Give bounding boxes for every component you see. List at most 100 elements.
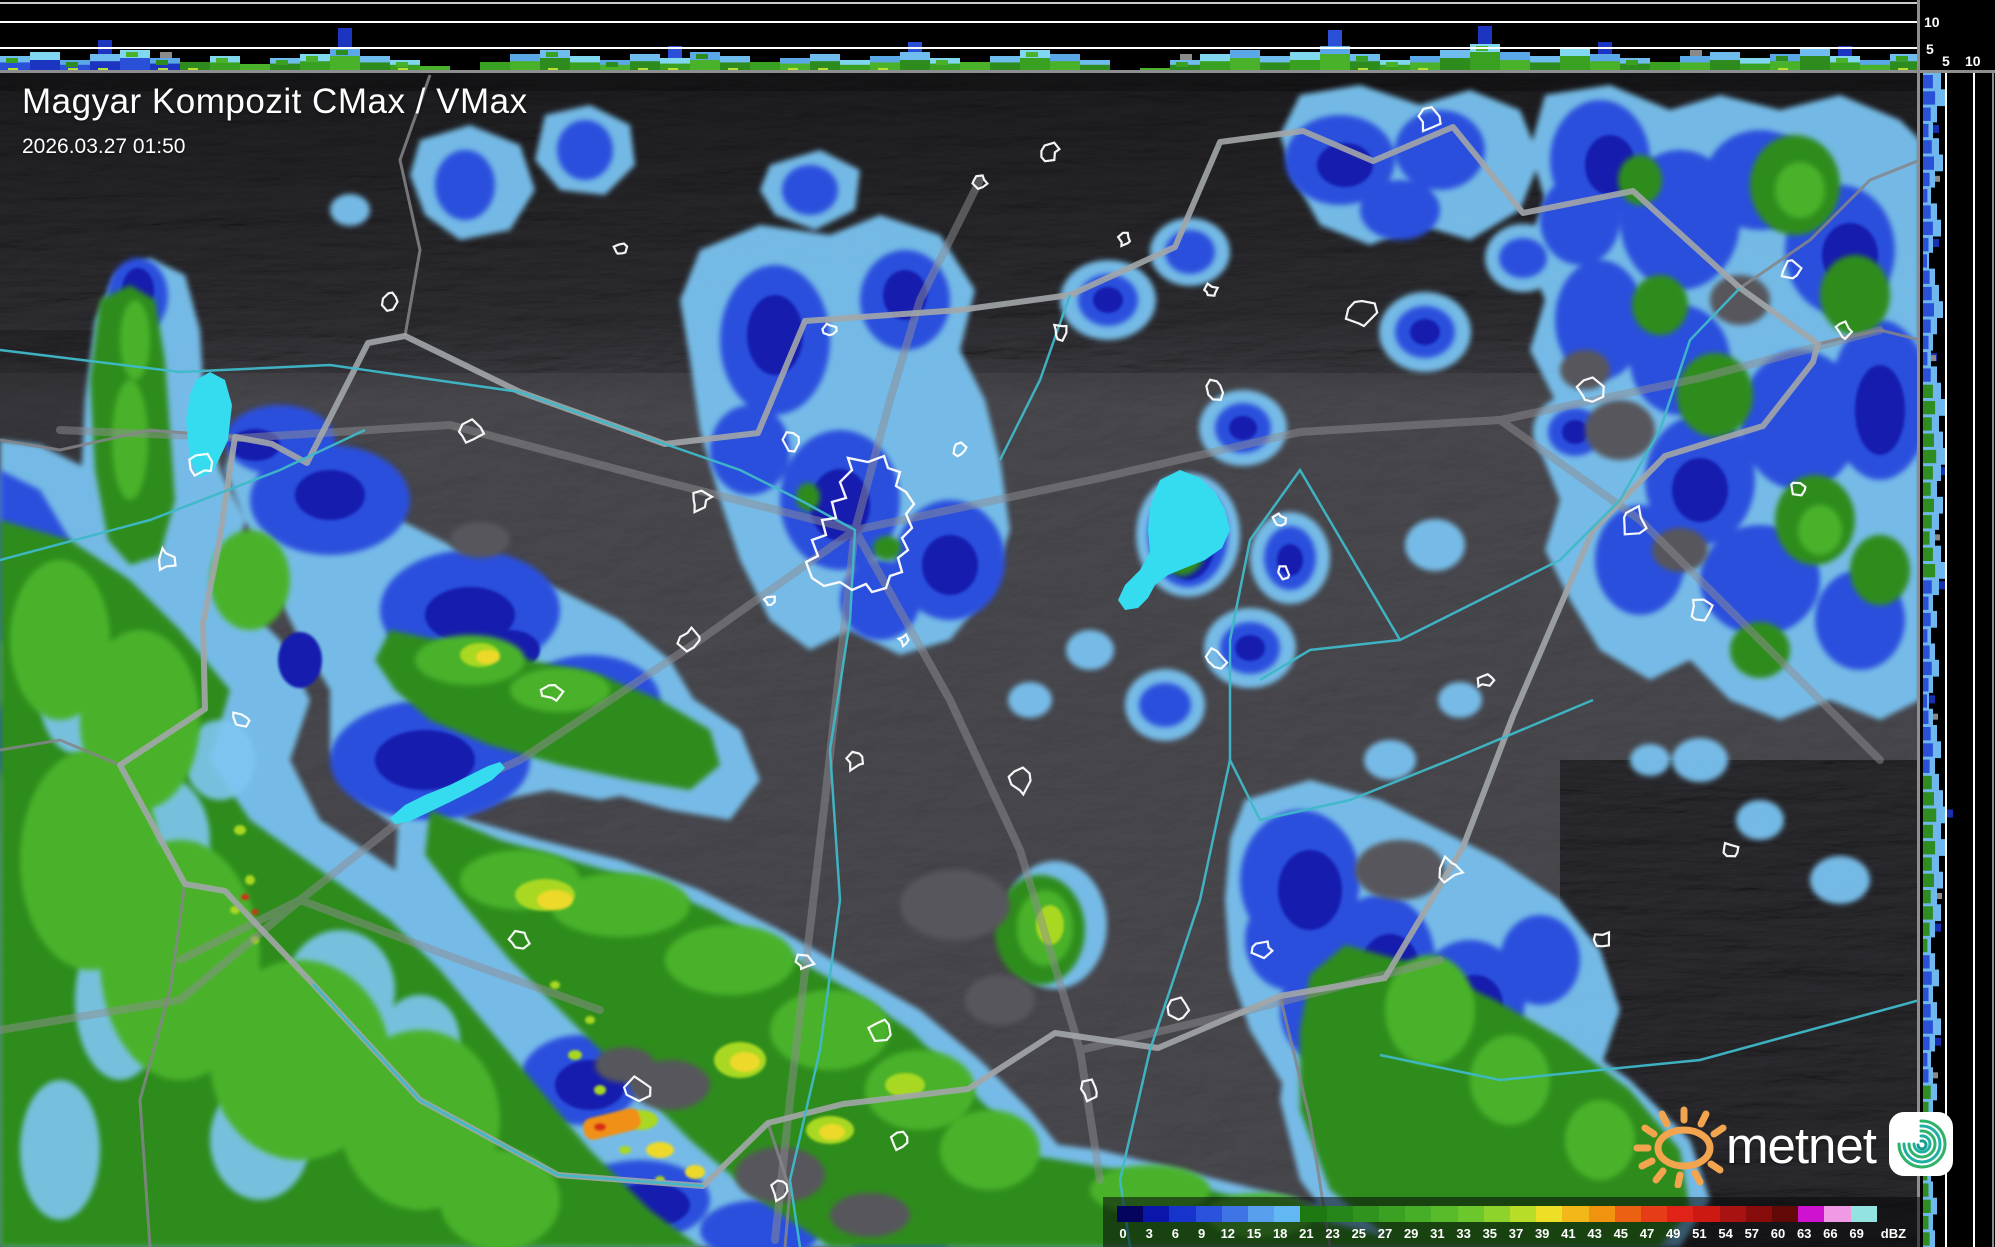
colorbar-cell <box>1169 1206 1197 1222</box>
metnet-app-icon <box>1888 1112 1953 1176</box>
top-grid-5km <box>0 47 1920 49</box>
radar-map: Magyar Kompozit CMax / VMax 2026.03.27 0… <box>0 73 1920 1247</box>
colorbar-unit: dBZ <box>1880 1226 1907 1241</box>
city-outline <box>1250 940 1275 960</box>
axis-corner: 10 5 5 10 <box>1920 0 1995 73</box>
lakes-layer <box>186 372 1230 824</box>
colorbar-tick: 18 <box>1272 1226 1288 1241</box>
colorbar-cell <box>1588 1206 1616 1222</box>
city-outline <box>1780 259 1803 280</box>
city-outline <box>1007 766 1032 797</box>
city-outline <box>952 441 968 458</box>
city-outline <box>188 452 214 478</box>
colorbar-tick: 33 <box>1456 1226 1471 1241</box>
city-outline <box>1690 598 1715 622</box>
colorbar-tick: 57 <box>1744 1226 1760 1241</box>
logo-text: metnet <box>1726 1116 1877 1174</box>
right-grid-5km <box>1945 73 1947 1247</box>
echo-gap-layer <box>450 275 1770 1237</box>
city-outline <box>1592 930 1611 948</box>
city-outline <box>1476 673 1496 689</box>
colorbar-tick: 27 <box>1377 1226 1393 1241</box>
city-outline <box>781 430 801 453</box>
colorbar-cell <box>1221 1206 1249 1222</box>
colorbar-tick: 45 <box>1613 1226 1629 1241</box>
colorbar-cell <box>1850 1206 1878 1222</box>
colorbar-tick: 47 <box>1639 1226 1655 1241</box>
panel-separator-vertical <box>1917 0 1920 1247</box>
colorbar-tick: 29 <box>1403 1226 1419 1241</box>
city-outline <box>612 242 629 255</box>
colorbar-cell <box>1798 1206 1825 1222</box>
colorbar-tick: 63 <box>1796 1226 1812 1241</box>
colorbar-cell <box>1195 1206 1223 1222</box>
colorbar-cell <box>1536 1206 1563 1222</box>
city-outline <box>676 625 701 653</box>
precip-darkblue-layer <box>122 135 1905 1227</box>
colorbar-tick: 3 <box>1145 1226 1153 1241</box>
city-outline <box>1271 512 1288 527</box>
colorbar-cell <box>1772 1206 1799 1222</box>
city-outline <box>507 929 532 950</box>
timestamp: 2026.03.27 01:50 <box>22 135 186 158</box>
city-outline <box>1040 141 1061 163</box>
colorbar-cell <box>1483 1206 1511 1222</box>
lake-balaton <box>390 762 505 824</box>
vmax-right-panel <box>1920 73 1995 1247</box>
city-outline <box>1166 996 1191 1021</box>
rivers-layer <box>0 287 1920 1247</box>
city-outline <box>1622 504 1648 536</box>
colorbar-backdrop <box>1103 1197 1920 1247</box>
city-outline <box>769 1179 789 1203</box>
city-outline <box>896 632 910 648</box>
colorbar-cell <box>1693 1206 1721 1222</box>
colorbar-tick: 21 <box>1299 1226 1314 1241</box>
colorbar-cell <box>1719 1206 1747 1222</box>
colorbar-cell <box>1379 1206 1406 1222</box>
title-block: Magyar Kompozit CMax / VMax 2026.03.27 0… <box>22 82 528 159</box>
foreign-borders-layer <box>0 74 1920 1247</box>
city-outline <box>1344 299 1379 328</box>
right-grid-15km <box>1992 73 1994 1247</box>
city-outline <box>380 291 399 313</box>
colorbar-tick: 31 <box>1430 1226 1445 1241</box>
colorbar-tick: 51 <box>1692 1226 1707 1241</box>
city-outline <box>1834 320 1854 341</box>
colorbar-cell <box>1248 1206 1275 1222</box>
city-outline <box>1204 646 1229 670</box>
colorbar-tick: 54 <box>1718 1226 1733 1241</box>
lake-ferto <box>186 372 232 478</box>
city-outline <box>622 1074 652 1103</box>
colorbar-tick: 9 <box>1197 1226 1206 1241</box>
city-outline <box>866 1018 892 1043</box>
colorbar-cell <box>1824 1206 1852 1222</box>
city-outline <box>1417 105 1442 133</box>
city-outline <box>1052 323 1068 343</box>
colorbar-cell <box>1667 1206 1694 1222</box>
colorbar-cell <box>1562 1206 1590 1222</box>
city-budapest <box>804 454 916 594</box>
city-outline <box>457 417 486 445</box>
city-outline <box>1575 376 1605 403</box>
city-outline <box>762 595 776 607</box>
city-outline <box>1205 378 1225 401</box>
city-outline <box>889 1130 909 1152</box>
right-axis-tick-5: 5 <box>1942 53 1950 69</box>
city-outline <box>232 711 251 728</box>
top-grid-10km <box>0 21 1920 23</box>
colorbar-tick: 0 <box>1119 1226 1127 1241</box>
city-outline <box>1116 231 1132 248</box>
colorbar-tick: 12 <box>1220 1226 1236 1241</box>
colorbar-cell <box>1510 1206 1537 1222</box>
colorbar-tick: 60 <box>1770 1226 1786 1241</box>
vmax-right-profile <box>1923 73 1953 1247</box>
right-axis-tick-10: 10 <box>1965 53 1981 69</box>
vmax-top-profile <box>0 26 1920 72</box>
lake-tisza <box>1118 470 1230 610</box>
colorbar-tick: 15 <box>1246 1226 1262 1241</box>
colorbar-tick: 41 <box>1561 1226 1576 1241</box>
colorbar-cell <box>1117 1206 1144 1222</box>
colorbar-tick: 23 <box>1325 1226 1340 1241</box>
city-outline <box>971 174 989 191</box>
